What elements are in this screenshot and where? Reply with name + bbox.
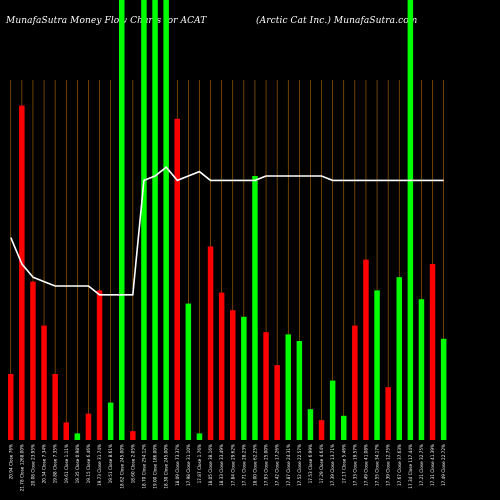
x-tick-label: 17.98 Close 31.10% xyxy=(186,444,191,486)
bar-down xyxy=(30,281,36,440)
x-tick-label: 17.87 Close 1.76% xyxy=(197,444,202,483)
x-tick-label: 19.88 Close 7.35% xyxy=(53,444,58,483)
bar-up xyxy=(152,0,158,440)
bar-up xyxy=(185,303,192,440)
chart-subtitle: (Arctic Cat Inc.) MunafaSutra.com xyxy=(256,16,418,26)
bar-up xyxy=(141,0,147,440)
bar-down xyxy=(274,365,280,440)
x-tick-label: 17.71 Close 28.23% xyxy=(241,444,246,486)
bar-up xyxy=(163,0,169,440)
bar-down xyxy=(8,374,14,440)
bar-up xyxy=(374,290,380,440)
bar-up xyxy=(119,0,125,440)
bar-down xyxy=(218,292,225,440)
x-tick-label: 17.31 Close 41.39% xyxy=(430,444,435,486)
bar-down xyxy=(352,325,358,440)
x-tick-label: 18.60 Close 2.05% xyxy=(130,444,135,483)
bar-up xyxy=(341,415,347,440)
bar-up xyxy=(329,380,336,440)
x-tick-label: 17.39 Close 12.75% xyxy=(386,444,391,486)
x-tick-label: 18.33 Close 33.49% xyxy=(219,444,224,486)
x-tick-label: 19.15 Close 6.46% xyxy=(86,444,91,483)
x-tick-label: 17.67 Close 37.63% xyxy=(397,444,402,486)
x-tick-label: 18.30 Close 245.00% xyxy=(164,444,169,489)
bar-up xyxy=(296,341,303,440)
x-tick-label: 20.08 Close 23.95% xyxy=(31,444,36,486)
x-tick-label: 17.55 Close 34.17% xyxy=(375,444,380,486)
chart-title: MunafaSutra Money Flow Charts for ACAT xyxy=(6,16,207,26)
x-tick-label: 19.00 Close 186.00% xyxy=(153,444,158,489)
bar-up xyxy=(307,409,314,440)
bar-up xyxy=(196,433,203,440)
x-tick-label: 18.09 Close 73.37% xyxy=(175,444,180,486)
bar-down xyxy=(263,332,269,440)
bar-down xyxy=(207,246,214,440)
bar-down xyxy=(63,422,69,440)
x-tick-label: 19.61 Close 1.11% xyxy=(64,444,69,483)
x-tick-label: 17.49 Close 22.72% xyxy=(441,444,446,486)
bar-up xyxy=(396,277,402,440)
bar-down xyxy=(85,413,92,440)
x-tick-label: 17.84 Close 29.62% xyxy=(230,444,235,486)
bar-down xyxy=(130,431,136,440)
x-tick-label: 21.78 Close 1268.00% xyxy=(19,444,24,491)
bar-up xyxy=(252,176,258,440)
x-tick-label: 17.53 Close 6.99% xyxy=(308,444,313,483)
bar-up xyxy=(107,402,114,440)
bar-up xyxy=(241,316,247,440)
bar-down xyxy=(52,374,58,440)
bar-up xyxy=(285,334,291,440)
chart-title-row: MunafaSutra Money Flow Charts for ACAT (… xyxy=(6,16,494,26)
bar-up xyxy=(440,338,447,440)
x-tick-label: 18.62 Close 245.00% xyxy=(119,444,124,489)
bar-up xyxy=(418,299,425,440)
x-tick-label: 20.34 Close 7.34% xyxy=(42,444,47,483)
money-flow-line xyxy=(10,166,444,296)
x-tick-label: 17.49 Close 41.08% xyxy=(363,444,368,486)
x-tick-label: 17.39 Close 13.71% xyxy=(330,444,335,486)
x-tick-label: 17.93 Close 25.00% xyxy=(264,444,269,486)
x-tick-label: 17.33 Close 19.57% xyxy=(352,444,357,486)
x-tick-label: 17.34 Close 117.44% xyxy=(408,444,413,489)
x-tick-label: 17.87 Close 24.31% xyxy=(286,444,291,486)
bar-series xyxy=(8,0,447,441)
bar-down xyxy=(230,310,236,440)
bar-down xyxy=(41,325,47,440)
x-tick-label: 17.42 Close 17.26% xyxy=(275,444,280,486)
x-tick-label: 19.51 Close 8.61% xyxy=(108,444,113,483)
x-tick-label: 18.70 Close 254.12% xyxy=(141,444,146,489)
bar-down xyxy=(385,387,391,440)
x-tick-label: 19.73 Close 31.74% xyxy=(97,444,102,486)
bar-down xyxy=(429,264,436,440)
bar-down xyxy=(174,118,180,441)
x-tick-label: 18.00 Close 62.25% xyxy=(252,444,257,486)
bar-down xyxy=(96,290,103,440)
x-tick-label: 19.35 Close 0.98% xyxy=(75,444,80,483)
x-tick-label: 17.52 Close 22.57% xyxy=(297,444,302,486)
x-tick-label: 18.05 Close 38.16% xyxy=(208,444,213,486)
bar-down xyxy=(363,259,369,440)
x-tick-labels: 20.94 Close 76% 21.78 Close 1268.00% 20.08… xyxy=(8,444,446,491)
bar-down xyxy=(318,420,325,440)
x-tick-label: 17.21 Close 32.75% xyxy=(419,444,424,486)
bar-down xyxy=(19,105,25,440)
x-tick-label: 17.17 Close 5.46% xyxy=(341,444,346,483)
bar-up xyxy=(407,0,414,440)
x-tick-label: 20.94 Close 76% xyxy=(8,444,13,479)
x-tick-label: 17.29 Close 4.64% xyxy=(319,444,324,483)
bar-up xyxy=(74,433,81,440)
